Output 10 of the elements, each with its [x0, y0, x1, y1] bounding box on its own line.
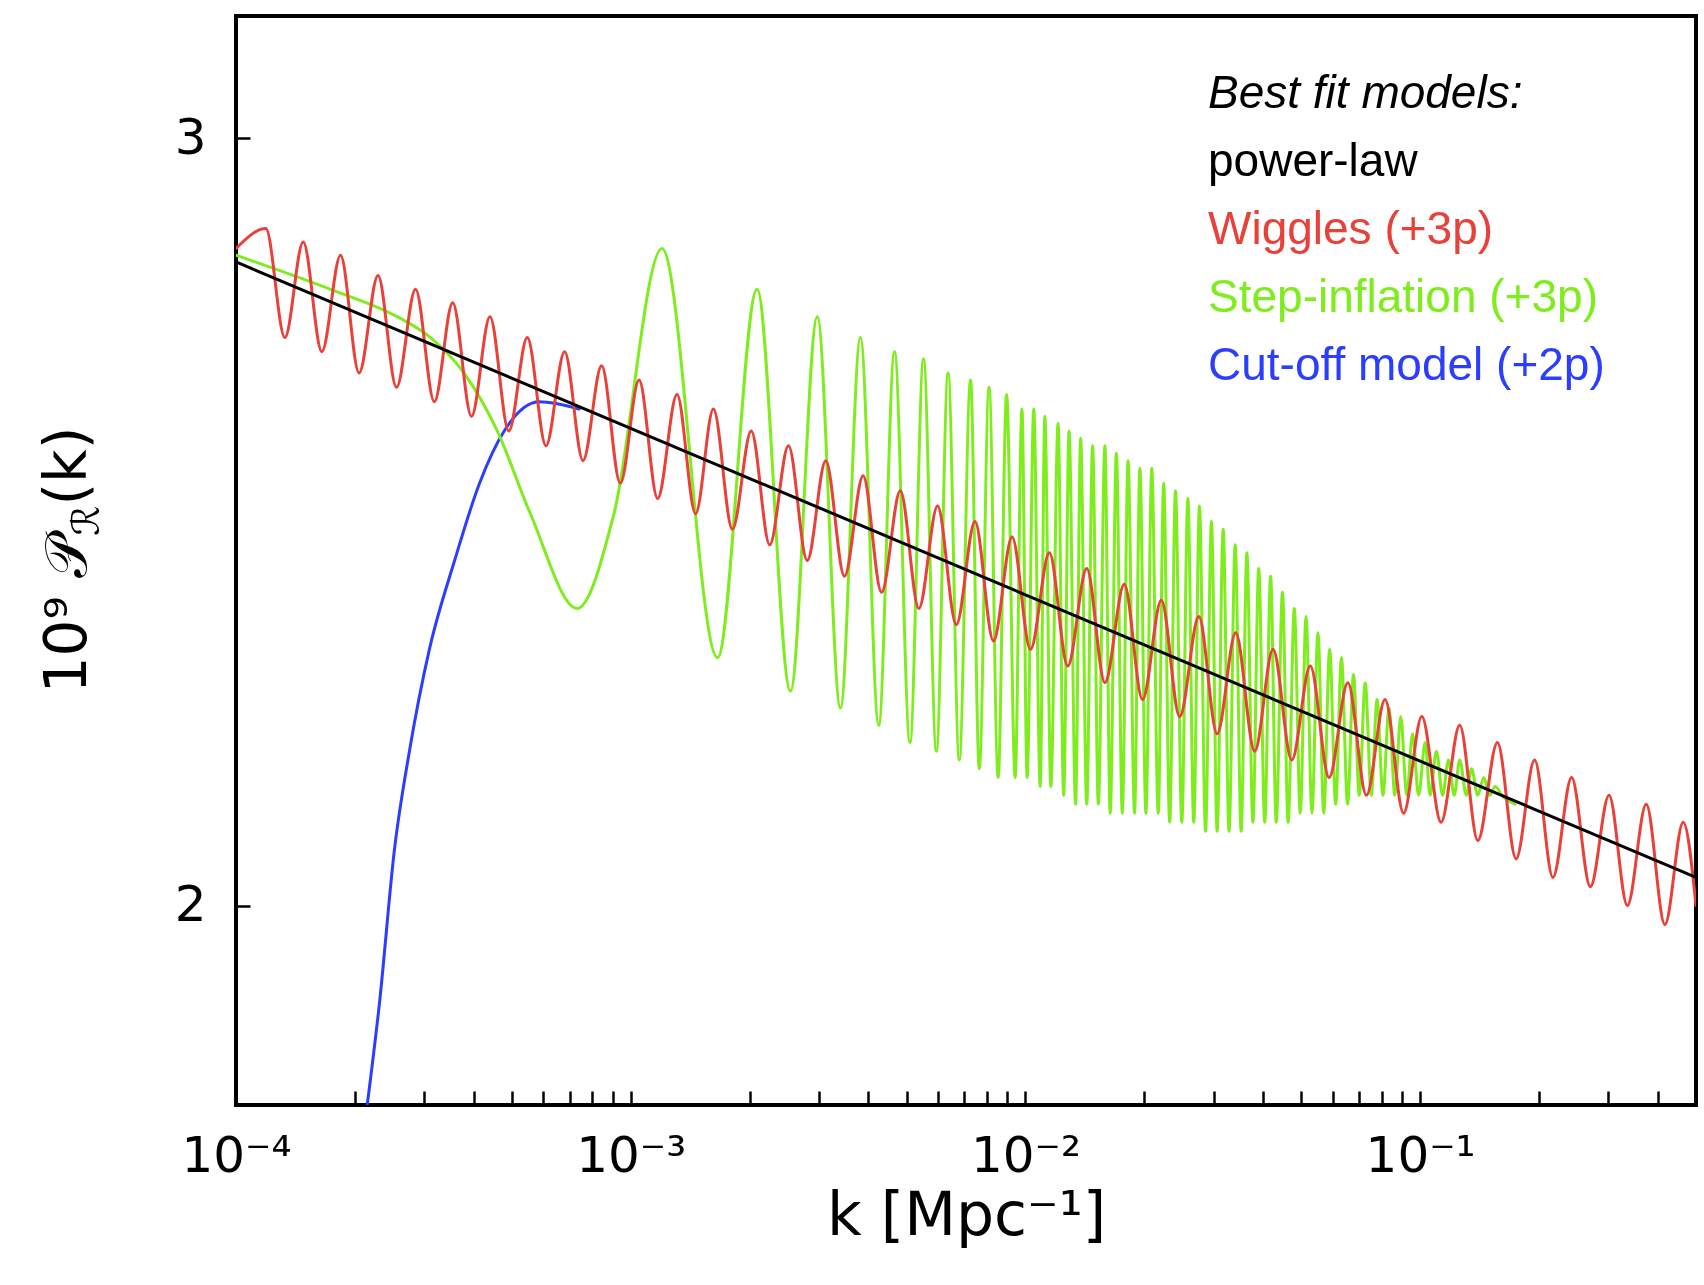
y-tick-label: 3: [174, 107, 207, 166]
text: Cut-off model (+2p): [1208, 338, 1605, 390]
x-tick-label: 10⁻⁴: [181, 1125, 292, 1184]
text: Wiggles (+3p): [1208, 202, 1494, 254]
text: Step-inflation (+3p): [1208, 270, 1598, 322]
x-tick-label: 10⁻³: [576, 1125, 687, 1184]
legend-title: Best fit models:: [1208, 66, 1523, 118]
y-tick-label: 2: [174, 875, 207, 934]
text: power-law: [1208, 134, 1419, 186]
x-tick-label: 10⁻¹: [1365, 1125, 1476, 1184]
